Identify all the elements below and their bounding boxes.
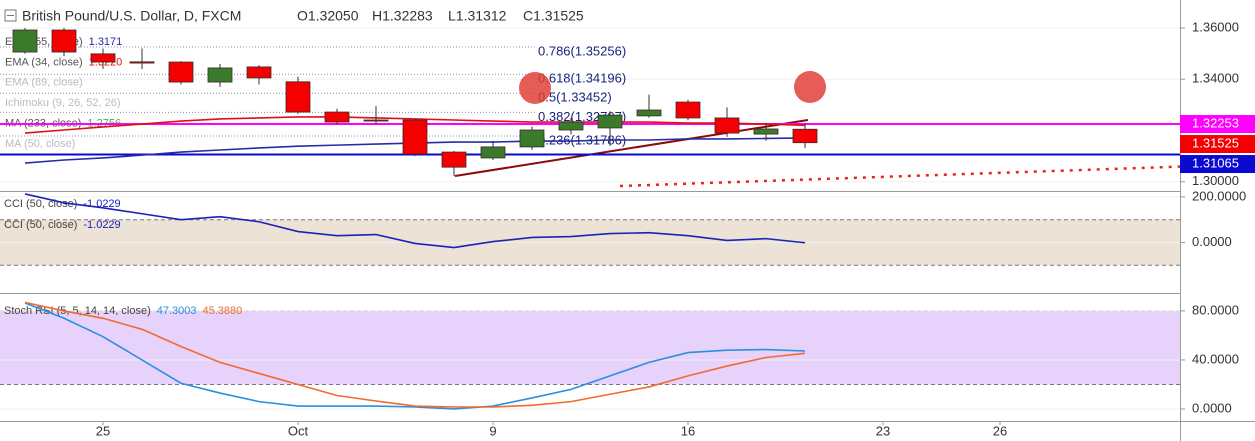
candle-body	[597, 114, 623, 129]
price-box	[1180, 155, 1255, 174]
legend-name: MA (50, close)	[5, 138, 75, 150]
legend-name: CCI (50, close)	[4, 219, 77, 231]
indicator-line	[24, 116, 806, 134]
indicator-line	[24, 193, 806, 249]
candle-body	[207, 67, 233, 83]
y-tick-label: 0.0000	[1192, 234, 1232, 249]
underlay	[0, 27, 1180, 410]
legend-value: 47.3003	[157, 305, 197, 317]
indicator-line	[24, 301, 806, 408]
candle-body	[285, 81, 311, 113]
ohlc-low: L1.31312	[448, 8, 507, 24]
price-box-label: 1.31065	[1192, 155, 1239, 170]
fib-label: 0.5(1.33452)	[538, 90, 612, 105]
candle-body	[12, 29, 38, 53]
x-tick-label: 9	[489, 423, 496, 438]
candle-body	[636, 109, 662, 117]
candle-body	[519, 129, 545, 148]
candle-body	[402, 119, 428, 155]
candle-body	[714, 117, 740, 134]
candle-body	[753, 128, 779, 135]
legend-value: 1.3171	[89, 36, 123, 48]
y-tick-label: 1.34000	[1192, 71, 1239, 86]
legend-value: -1.0229	[83, 219, 120, 231]
candle-body	[90, 53, 116, 63]
candle-body	[480, 146, 506, 159]
ohlc-close: C1.31525	[523, 8, 584, 24]
y-tick-label: 1.30000	[1192, 173, 1239, 188]
candle-body	[129, 61, 155, 64]
y-tick-label: 40.0000	[1192, 351, 1239, 366]
highlight-circle	[794, 71, 826, 103]
ohlc-high: H1.32283	[372, 8, 433, 24]
x-tick-label: 26	[993, 423, 1007, 438]
chart-title: British Pound/U.S. Dollar, D, FXCM	[22, 8, 241, 24]
highlight-circle	[519, 72, 551, 104]
collapse-icon[interactable]	[4, 9, 17, 22]
candle-body	[246, 66, 272, 79]
x-tick-label: 16	[681, 423, 695, 438]
y-tick-label: 1.36000	[1192, 19, 1239, 34]
candle-body	[675, 101, 701, 119]
legend-name: EMA (89, close)	[5, 77, 83, 89]
fib-label: 0.786(1.35256)	[538, 43, 626, 58]
legend-name: EMA (34, close)	[5, 56, 83, 68]
fib-label: 0.618(1.34196)	[538, 71, 626, 86]
y-tick-label: 0.0000	[1192, 400, 1232, 415]
candle-body	[441, 151, 467, 168]
candle-body	[168, 61, 194, 83]
candle-body	[51, 29, 77, 53]
legend-name: Stoch RSI (5, 5, 14, 14, close)	[4, 305, 151, 317]
trend-line	[454, 119, 809, 177]
candle-body	[324, 111, 350, 123]
band	[0, 310, 1180, 385]
price-box-label: 1.31525	[1192, 135, 1239, 150]
candle-body	[558, 121, 584, 131]
candle-body	[363, 119, 389, 122]
price-box	[1180, 135, 1255, 154]
dotted-trend-line	[619, 162, 1255, 188]
y-tick-label: 200.0000	[1192, 188, 1246, 203]
x-tick-label: Oct	[288, 423, 309, 438]
price-box	[1180, 115, 1255, 134]
price-box-label: 1.32253	[1192, 115, 1239, 130]
x-tick-label: 25	[96, 423, 110, 438]
legend-value: 45.3880	[203, 305, 243, 317]
x-tick-label: 23	[876, 423, 890, 438]
y-tick-label: 80.0000	[1192, 302, 1239, 317]
indicator-line	[24, 302, 806, 410]
legend-name: Ichimoku (9, 26, 52, 26)	[5, 97, 121, 109]
ohlc-open: O1.32050	[297, 8, 359, 24]
candle-body	[792, 128, 818, 144]
